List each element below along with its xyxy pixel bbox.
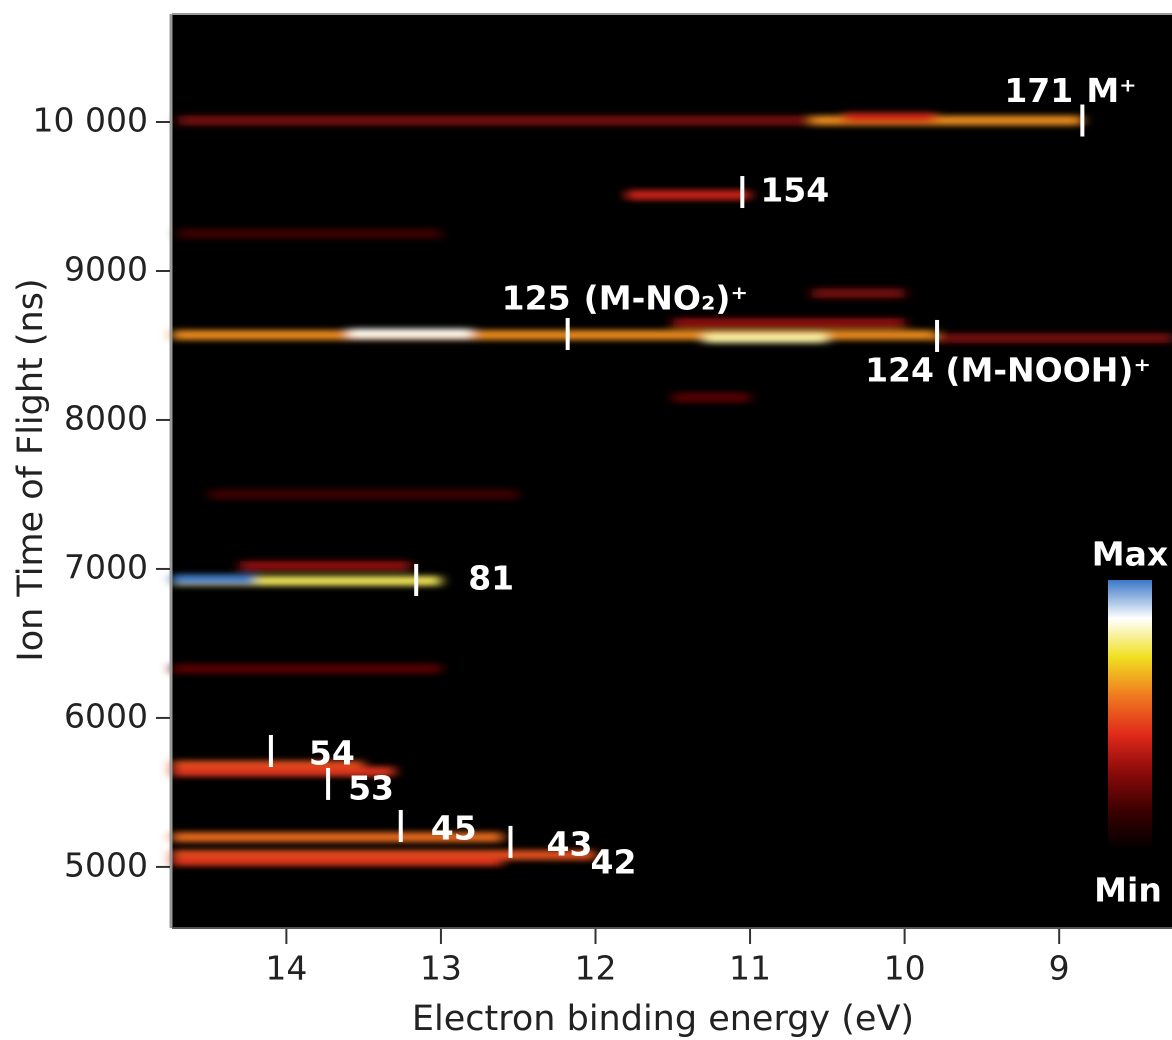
peak-label: 125	[502, 279, 571, 318]
heat-streak	[842, 112, 936, 123]
heat-streak	[209, 489, 519, 500]
heat-streak	[811, 115, 1083, 126]
peak-label-secondary: (M-NO₂)⁺	[584, 279, 748, 318]
heat-streak	[672, 318, 905, 329]
heat-streak	[172, 574, 256, 585]
heat-streak	[172, 663, 441, 674]
heat-streak	[672, 392, 751, 403]
y-tick-label: 6000	[64, 696, 148, 735]
peak-label: 154	[760, 171, 829, 210]
y-tick-label: 9000	[64, 249, 148, 288]
peak-label: 45	[431, 808, 477, 847]
heat-streak	[172, 855, 503, 866]
heat-streak	[935, 333, 1172, 344]
peak-label: 43	[546, 824, 592, 863]
x-tick-label: 10	[884, 949, 926, 988]
heat-streak	[178, 115, 812, 126]
heat-streak	[172, 760, 364, 771]
heat-streak	[178, 228, 441, 239]
heat-streak	[172, 575, 441, 586]
x-tick-label: 11	[729, 949, 771, 988]
y-tick-label: 8000	[64, 398, 148, 437]
colorbar	[1108, 580, 1152, 850]
x-tick-label: 13	[420, 949, 462, 988]
heat-streak	[172, 832, 503, 843]
heat-streak	[240, 560, 411, 571]
heat-streak	[172, 766, 395, 777]
y-tick-label: 10 000	[33, 101, 148, 140]
peak-label-secondary: 42	[590, 842, 636, 881]
colorbar-min: Min	[1094, 871, 1162, 910]
heat-streak	[172, 330, 936, 341]
y-tick-label: 5000	[64, 845, 148, 884]
y-axis-title: Ion Time of Flight (ns)	[11, 278, 51, 661]
peak-label: 54	[309, 734, 355, 773]
peak-label: 171	[1004, 71, 1073, 110]
plot-area	[172, 14, 1172, 928]
y-tick-label: 7000	[64, 547, 148, 586]
x-axis-title: Electron binding energy (eV)	[412, 999, 914, 1039]
heat-streak	[811, 288, 905, 299]
heat-streak	[703, 333, 828, 344]
peak-label: 124 (M-NOOH)⁺	[865, 350, 1151, 389]
colorbar-max: Max	[1092, 535, 1168, 574]
x-tick-label: 12	[574, 949, 616, 988]
x-tick-label: 9	[1049, 949, 1070, 988]
peak-label-secondary: M⁺	[1086, 71, 1136, 110]
peak-label: 53	[348, 768, 394, 807]
heatmap	[172, 112, 1172, 866]
heat-streak	[172, 849, 596, 860]
x-tick-label: 14	[265, 949, 307, 988]
peak-label: 81	[468, 558, 514, 597]
heat-streak	[626, 190, 751, 201]
heat-streak	[348, 328, 472, 339]
